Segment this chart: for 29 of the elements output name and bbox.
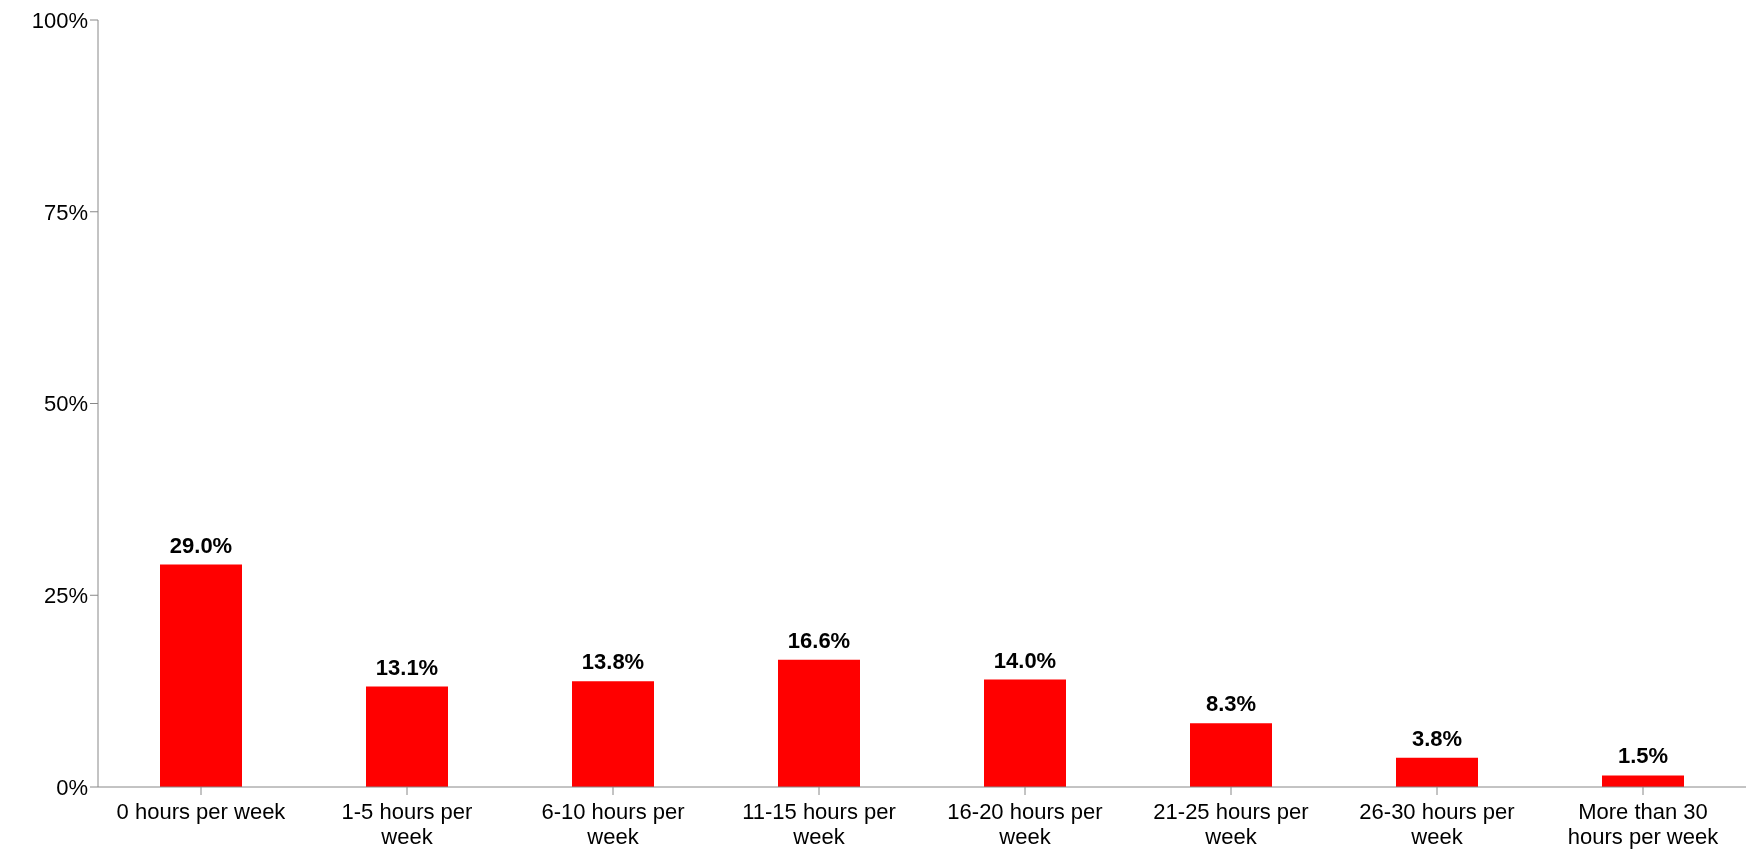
data-label: 14.0% <box>993 647 1057 673</box>
data-label: 16.6% <box>787 627 851 653</box>
x-tick-label: 26-30 hours per week <box>1359 799 1515 849</box>
x-tick-label: 21-25 hours per week <box>1153 799 1309 849</box>
x-tick-label: 0 hours per week <box>116 799 287 824</box>
bar <box>984 679 1066 787</box>
x-tick-label: 16-20 hours per week <box>947 799 1103 849</box>
y-tick-label: 25% <box>43 583 88 609</box>
data-label: 13.8% <box>581 649 645 675</box>
data-label: 8.3% <box>1205 691 1257 717</box>
x-tick-label: 1-5 hours per week <box>341 799 473 849</box>
bar <box>160 564 242 787</box>
data-label: 29.0% <box>169 532 233 558</box>
y-tick-label: 50% <box>43 391 88 417</box>
data-label: 1.5% <box>1617 743 1669 769</box>
data-label: 13.1% <box>375 654 439 680</box>
x-tick-label: 11-15 hours per week <box>742 799 896 849</box>
y-tick-label: 100% <box>31 7 88 33</box>
bar <box>572 681 654 787</box>
bar <box>366 686 448 787</box>
bar <box>1602 775 1684 787</box>
x-tick-label: More than 30 hours per week <box>1567 799 1720 849</box>
bar <box>1396 757 1478 787</box>
y-tick-label: 75% <box>43 199 88 225</box>
bar <box>1190 723 1272 787</box>
x-tick-label: 6-10 hours per week <box>541 799 685 849</box>
data-label: 3.8% <box>1411 725 1463 751</box>
y-tick-label: 0% <box>56 774 88 800</box>
bar <box>778 659 860 787</box>
